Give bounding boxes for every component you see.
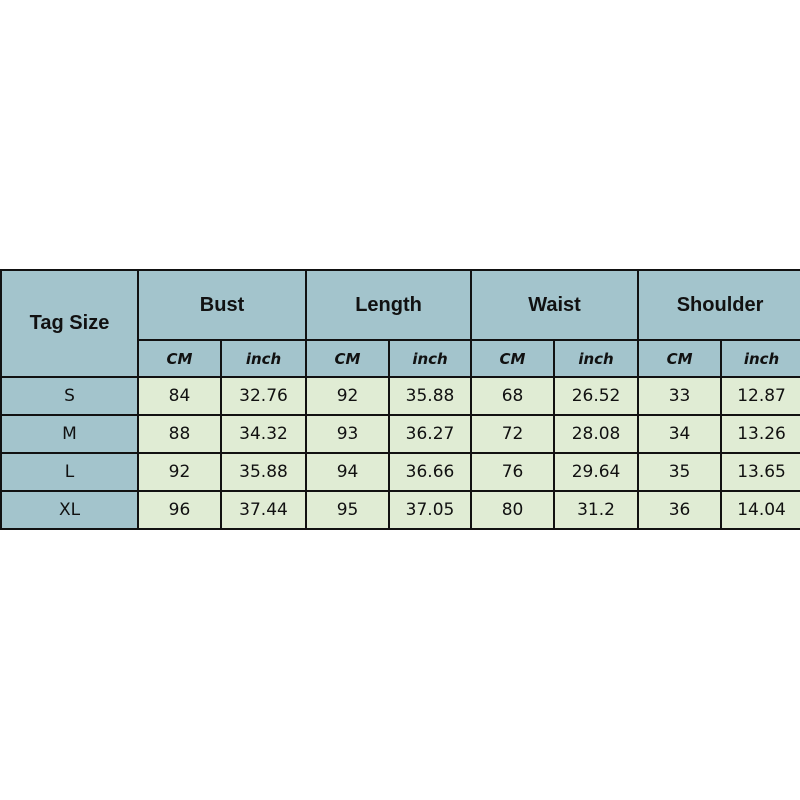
measurement-cell: 88: [137, 414, 222, 454]
measurement-cell: 34: [637, 414, 723, 454]
measurement-cell: 96: [137, 490, 222, 530]
measurement-cell: 34.32: [219, 414, 308, 454]
measurement-cell: 26.52: [553, 376, 640, 416]
unit-header-inch: inch: [720, 339, 800, 378]
size-chart-table: Tag Size Bust Length Waist Shoulder CM inch C…: [0, 269, 800, 530]
measurement-cell: 13.26: [720, 414, 800, 454]
group-header-waist: Waist: [470, 269, 640, 341]
unit-header-cm: CM: [637, 339, 723, 378]
measurement-cell: 36.27: [388, 414, 473, 454]
measurement-cell: 31.2: [553, 490, 640, 530]
measurement-cell: 12.87: [720, 376, 800, 416]
measurement-cell: 29.64: [553, 452, 640, 492]
group-header-shoulder: Shoulder: [637, 269, 800, 341]
measurement-cell: 94: [305, 452, 391, 492]
table-row: M 88 34.32 93 36.27 72 28.08 34 13.26: [0, 414, 800, 454]
measurement-cell: 35.88: [388, 376, 473, 416]
measurement-cell: 37.05: [388, 490, 473, 530]
group-header-bust: Bust: [136, 269, 308, 341]
table-row: L 92 35.88 94 36.66 76 29.64 35 13.65: [0, 452, 800, 492]
measurement-cell: 76: [470, 452, 556, 492]
size-label: S: [0, 376, 139, 416]
measurement-cell: 36.66: [388, 452, 473, 492]
unit-header-cm: CM: [305, 339, 391, 378]
unit-header-cm: CM: [470, 339, 556, 378]
measurement-cell: 35: [637, 452, 723, 492]
size-label: L: [0, 452, 139, 492]
unit-header-inch: inch: [553, 339, 640, 378]
measurement-cell: 72: [470, 414, 556, 454]
measurement-cell: 36: [637, 490, 723, 530]
measurement-cell: 32.76: [219, 376, 308, 416]
unit-header-cm: CM: [137, 339, 222, 378]
measurement-cell: 14.04: [720, 490, 800, 530]
measurement-cell: 95: [305, 490, 391, 530]
table-row: S 84 32.76 92 35.88 68 26.52 33 12.87: [0, 376, 800, 416]
table-row: XL 96 37.44 95 37.05 80 31.2 36 14.04: [0, 490, 800, 530]
measurement-cell: 35.88: [219, 452, 308, 492]
measurement-cell: 80: [470, 490, 556, 530]
measurement-cell: 37.44: [219, 490, 308, 530]
size-label: M: [0, 414, 139, 454]
measurement-cell: 33: [637, 376, 723, 416]
unit-header-inch: inch: [388, 339, 473, 378]
size-label: XL: [0, 490, 139, 530]
measurement-cell: 68: [470, 376, 556, 416]
unit-header-inch: inch: [219, 339, 308, 378]
measurement-cell: 84: [137, 376, 222, 416]
measurement-cell: 93: [305, 414, 391, 454]
group-header-length: Length: [305, 269, 473, 341]
measurement-cell: 13.65: [720, 452, 800, 492]
measurement-cell: 92: [305, 376, 391, 416]
tag-size-header: Tag Size: [0, 269, 139, 378]
measurement-cell: 28.08: [553, 414, 640, 454]
measurement-cell: 92: [137, 452, 222, 492]
